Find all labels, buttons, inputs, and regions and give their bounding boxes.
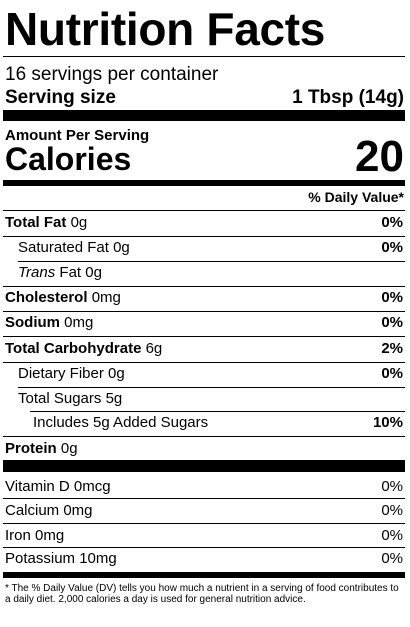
nutrient-dv: 2% [381, 340, 403, 357]
vitamin-row-calcium: Calcium 0mg 0% [5, 502, 405, 524]
nutrient-name: Cholesterol 0mg [5, 289, 121, 306]
nutrient-name: Includes 5g Added Sugars [33, 414, 209, 431]
vitamin-row-potassium: Potassium 10mg 0% [5, 550, 405, 572]
nutrient-row-total-fat: Total Fat 0g 0% [5, 214, 405, 236]
nutrient-row-total-sugars: Total Sugars 5g [5, 390, 405, 412]
divider [30, 411, 405, 412]
divider [3, 436, 405, 437]
vitamin-dv: 0% [381, 478, 403, 495]
servings-per-container: 16 servings per container [5, 64, 219, 85]
medium-divider [3, 180, 405, 186]
nutrient-name: Trans Fat 0g [18, 264, 102, 281]
serving-size-value: 1 Tbsp (14g) [292, 87, 404, 108]
nutrient-row-total-carbohydrate: Total Carbohydrate 6g 2% [5, 340, 405, 362]
nutrient-name: Dietary Fiber 0g [18, 365, 125, 382]
vitamin-dv: 0% [381, 527, 403, 544]
nutrient-name: Total Sugars 5g [18, 390, 123, 407]
nutrient-row-saturated-fat: Saturated Fat 0g 0% [5, 239, 405, 261]
vitamin-dv: 0% [381, 550, 403, 567]
divider [3, 56, 405, 57]
nutrient-dv: 0% [381, 289, 403, 306]
nutrient-row-protein: Protein 0g [5, 440, 405, 462]
divider [3, 286, 405, 287]
nutrient-row-dietary-fiber: Dietary Fiber 0g 0% [5, 365, 405, 387]
nutrient-name: Total Fat 0g [5, 214, 88, 231]
divider [3, 336, 405, 337]
thick-divider [3, 460, 405, 472]
nutrient-row-cholesterol: Cholesterol 0mg 0% [5, 289, 405, 311]
divider [3, 498, 405, 499]
vitamin-name: Iron 0mg [5, 527, 65, 544]
nutrient-row-added-sugars: Includes 5g Added Sugars 10% [5, 414, 405, 436]
vitamin-row-iron: Iron 0mg 0% [5, 527, 405, 549]
vitamin-name: Potassium 10mg [5, 550, 117, 567]
divider [3, 547, 405, 548]
medium-divider [3, 572, 405, 578]
divider [3, 523, 405, 524]
divider [3, 311, 405, 312]
vitamin-name: Calcium 0mg [5, 502, 93, 519]
divider [3, 236, 405, 237]
nutrient-name: Total Carbohydrate 6g [5, 340, 163, 357]
nutrient-row-sodium: Sodium 0mg 0% [5, 314, 405, 336]
thick-divider [3, 110, 405, 121]
vitamin-name: Vitamin D 0mcg [5, 478, 111, 495]
nutrient-name: Protein 0g [5, 440, 78, 457]
label-title: Nutrition Facts [5, 3, 326, 55]
divider [18, 387, 405, 388]
nutrient-dv: 0% [381, 239, 403, 256]
nutrient-name: Saturated Fat 0g [18, 239, 130, 256]
nutrient-dv: 0% [381, 314, 403, 331]
nutrient-dv: 0% [381, 365, 403, 382]
nutrient-dv: 0% [381, 214, 403, 231]
serving-size-label: Serving size [5, 87, 116, 108]
vitamin-row-vitamin-d: Vitamin D 0mcg 0% [5, 478, 405, 500]
divider [3, 362, 405, 363]
vitamin-dv: 0% [381, 502, 403, 519]
amount-per-serving: Amount Per Serving [5, 127, 150, 144]
nutrient-row-trans-fat: Trans Fat 0g [5, 264, 405, 286]
daily-value-header: % Daily Value* [308, 189, 404, 205]
daily-value-footnote: * The % Daily Value (DV) tells you how m… [5, 583, 399, 605]
calories-label: Calories [5, 141, 132, 177]
nutrient-dv: 10% [372, 414, 403, 431]
divider [3, 210, 405, 211]
divider [18, 261, 405, 262]
calories-value: 20 [355, 132, 404, 181]
nutrient-name: Sodium 0mg [5, 314, 94, 331]
